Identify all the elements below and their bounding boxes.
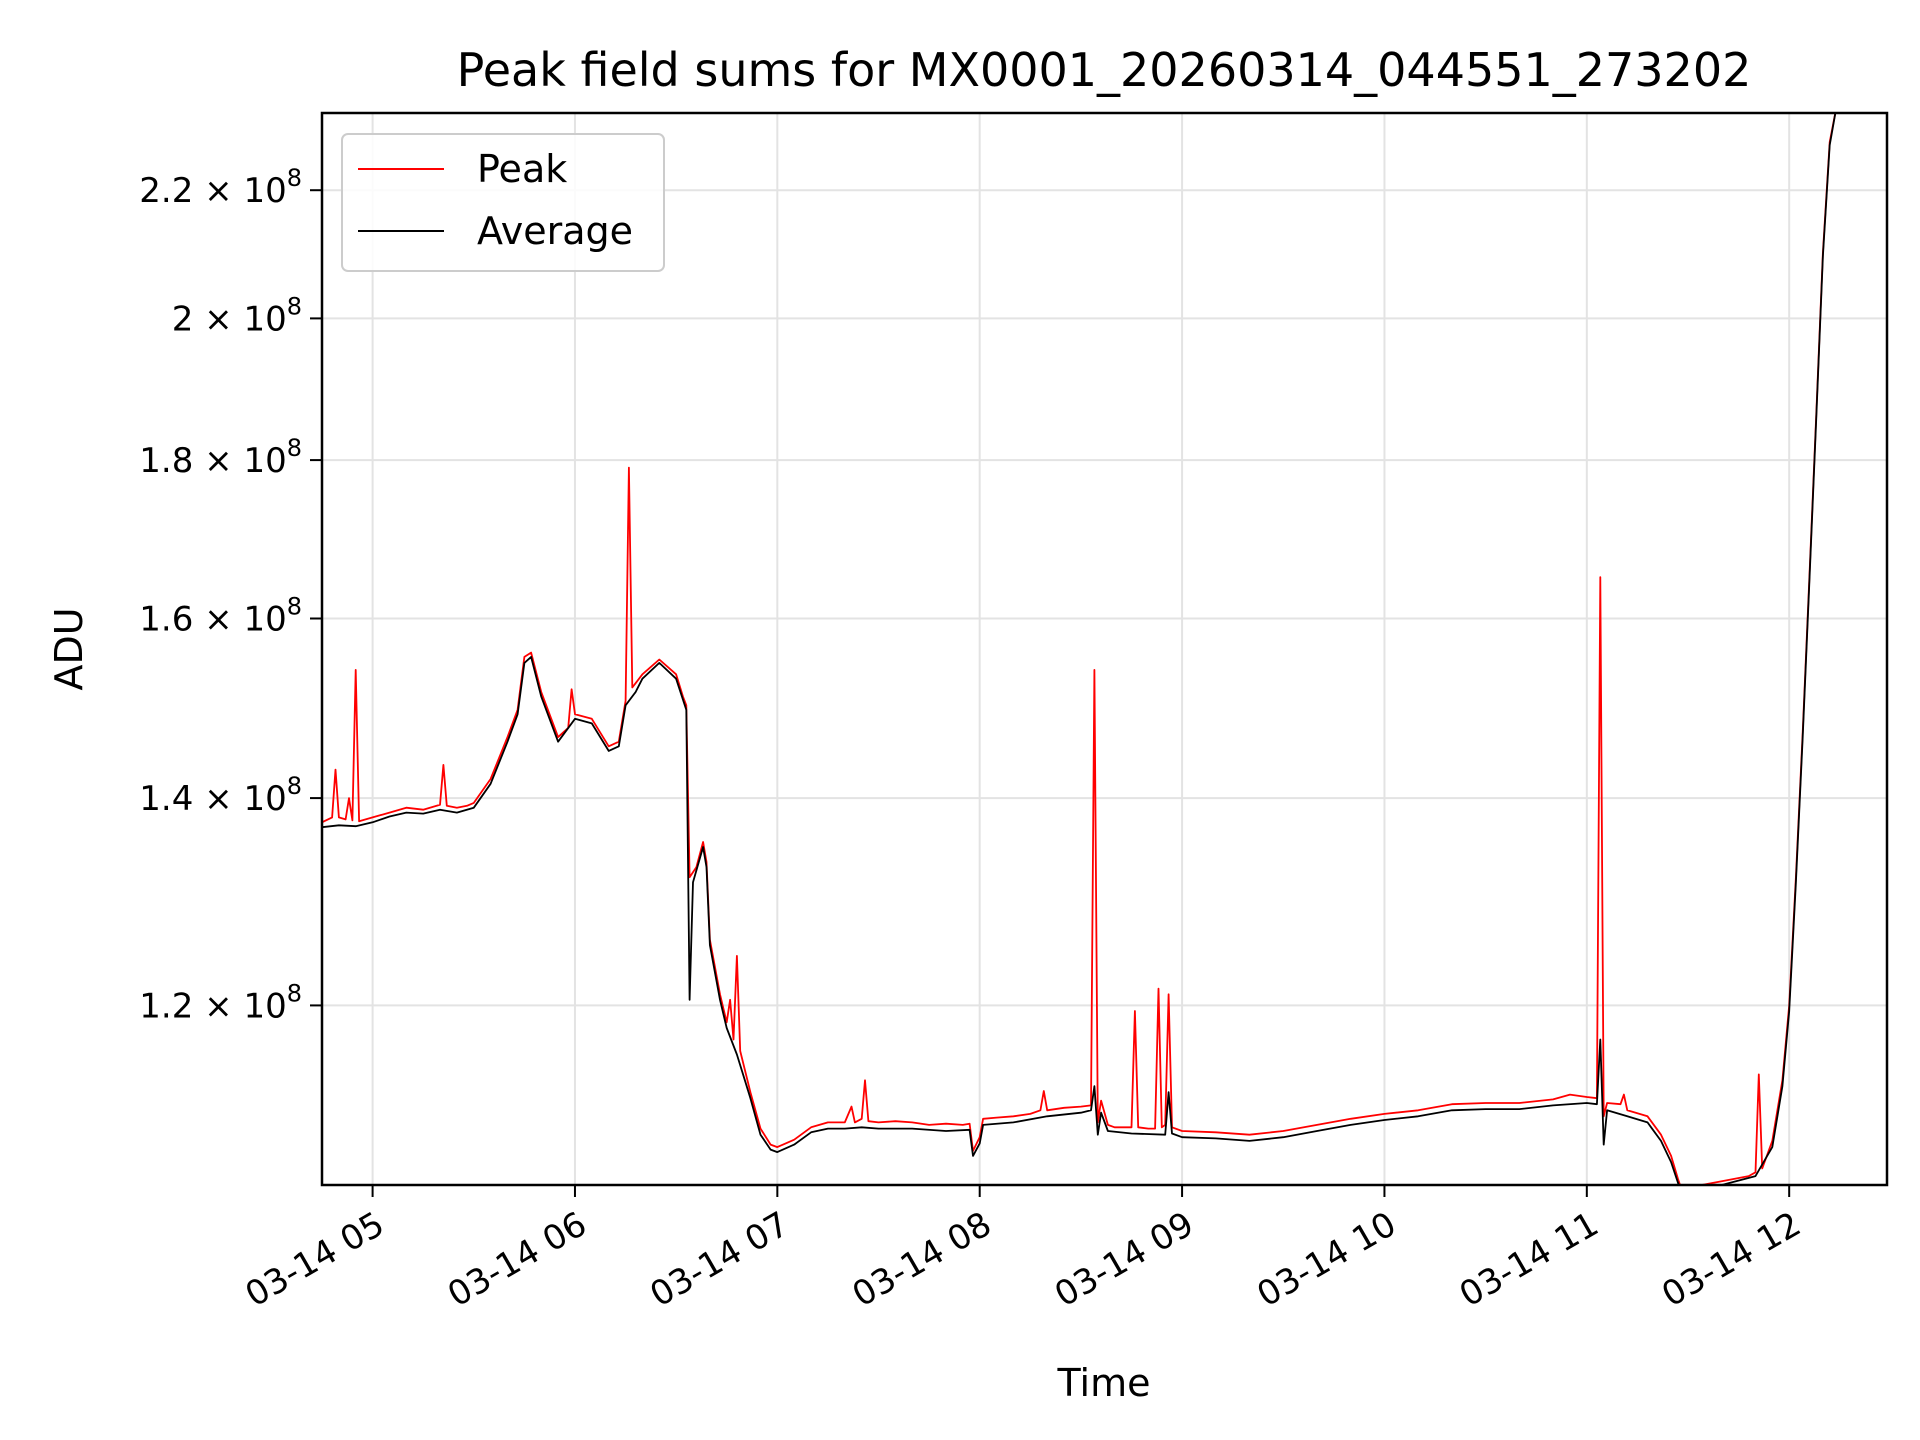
y-tick-label: 2.2 × 108 [139,164,302,211]
grid [322,113,1887,1185]
y-tick-exponent: 8 [287,434,302,462]
y-tick-label: 1.4 × 108 [139,772,302,819]
y-tick-mantissa: 1.6 [139,600,193,640]
y-tick-times: × 10 [193,779,286,819]
y-tick-times: × 10 [193,441,286,481]
y-tick-exponent: 8 [287,772,302,800]
y-axis-label: ADU [47,607,91,690]
y-tick-label: 2 × 108 [172,292,302,339]
y-tick-times: × 10 [193,299,286,339]
y-tick-label: 1.2 × 108 [139,979,302,1026]
chart-title: Peak field sums for MX0001_20260314_0445… [457,43,1752,97]
y-tick-exponent: 8 [287,292,302,320]
y-tick-label: 1.6 × 108 [139,593,302,640]
y-tick-times: × 10 [193,600,286,640]
series-line-peak [322,113,1837,1185]
y-tick-mantissa: 1.8 [139,441,193,481]
y-tick-exponent: 8 [287,979,302,1007]
y-tick-label: 1.8 × 108 [139,434,302,481]
y-tick-times: × 10 [193,171,286,211]
y-tick-mantissa: 1.4 [139,779,193,819]
y-tick-mantissa: 2 [172,299,194,339]
series-line-average [322,113,1837,1185]
y-tick-mantissa: 2.2 [139,171,193,211]
plot-frame [320,111,1889,1187]
legend-label-peak: Peak [477,147,567,191]
x-axis-label: Time [1057,1361,1151,1405]
y-tick-exponent: 8 [287,593,302,621]
series-lines [322,113,1837,1185]
legend: Peak Average [341,133,665,272]
y-tick-times: × 10 [193,986,286,1026]
legend-label-average: Average [477,209,633,253]
y-tick-exponent: 8 [287,164,302,192]
y-tick-mantissa: 1.2 [139,986,193,1026]
